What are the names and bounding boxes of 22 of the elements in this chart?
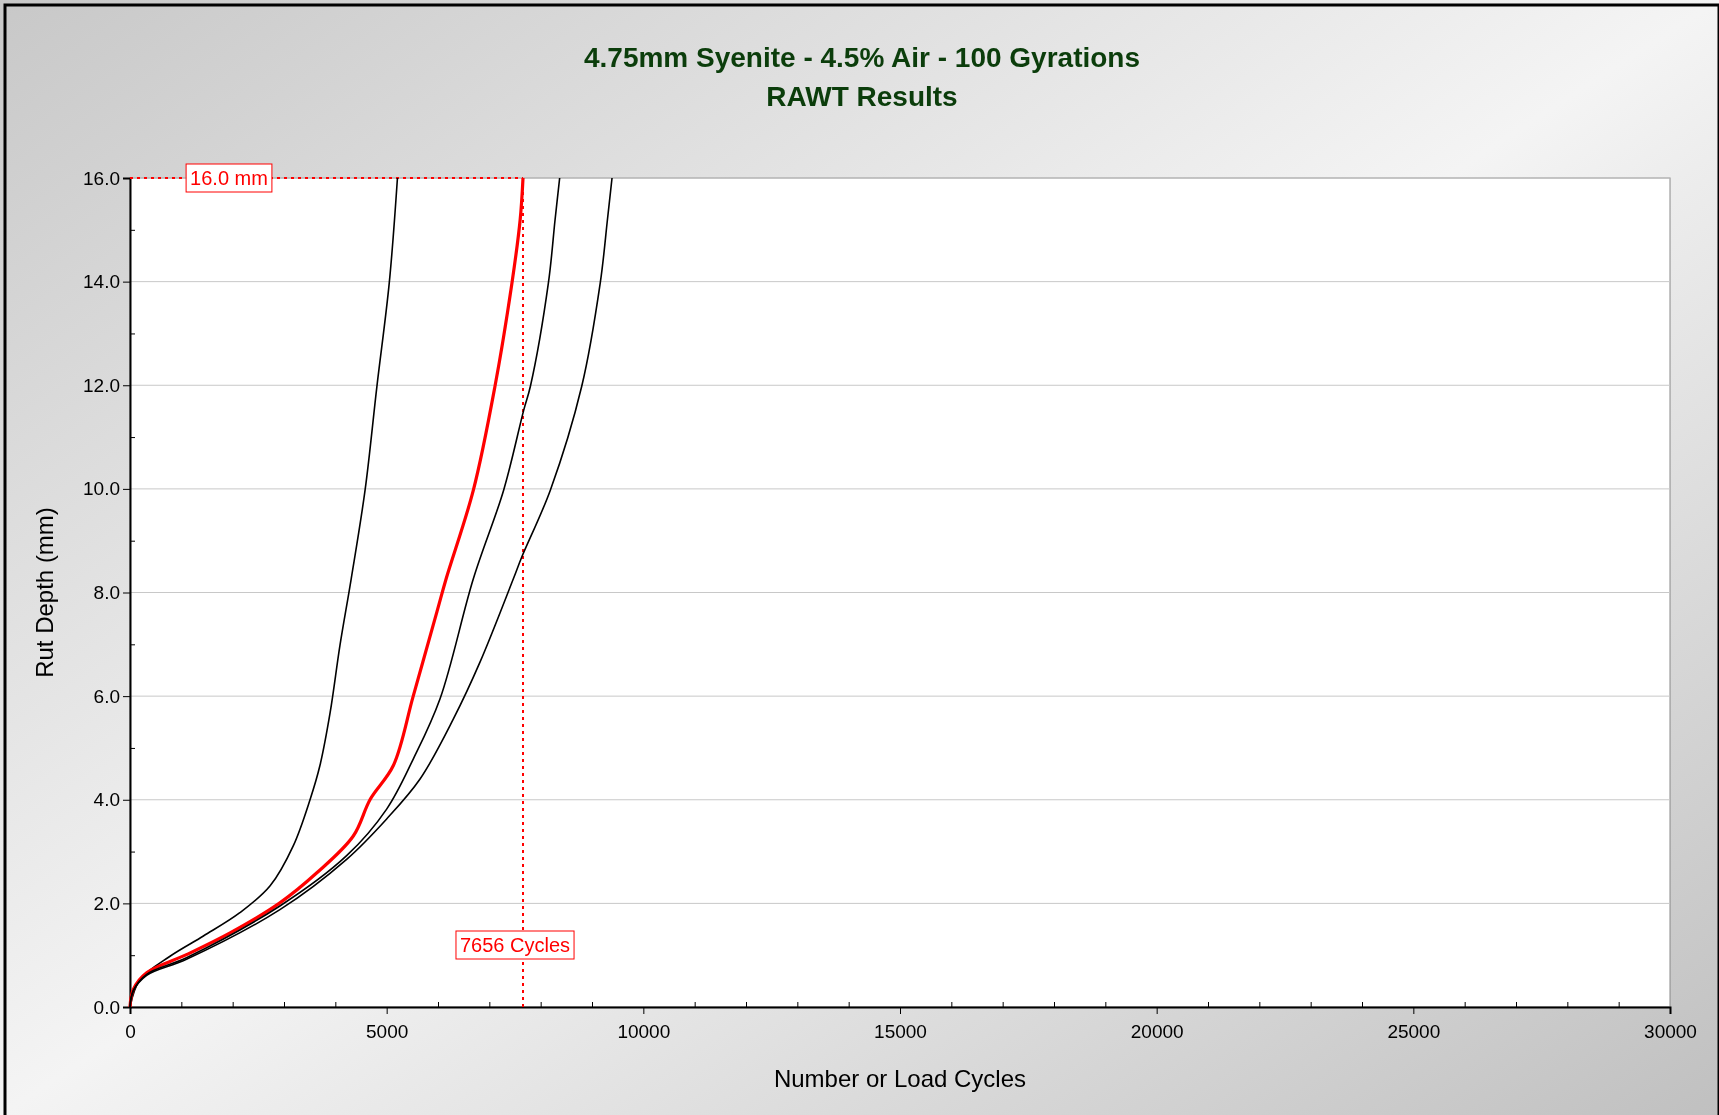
- y-tick-label: 6.0: [93, 685, 120, 707]
- y-tick-label: 8.0: [93, 582, 120, 604]
- y-axis-title: Rut Depth (mm): [31, 507, 58, 678]
- x-tick-label: 25000: [1387, 1020, 1441, 1042]
- x-tick-label: 10000: [617, 1020, 671, 1042]
- y-tick-label: 2.0: [93, 892, 120, 914]
- chart-title: 4.75mm Syenite - 4.5% Air - 100 Gyrations: [583, 42, 1141, 73]
- x-tick-label: 20000: [1130, 1020, 1184, 1042]
- x-tick-label: 30000: [1644, 1020, 1697, 1042]
- y-tick-label: 14.0: [83, 271, 120, 293]
- y-tick-label: 12.0: [83, 374, 120, 396]
- ref-line-label: 16.0 mm: [190, 167, 268, 189]
- ref-line-label: 7656 Cycles: [459, 934, 571, 956]
- x-tick-label: 15000: [874, 1020, 927, 1042]
- x-tick-label: 0: [125, 1020, 136, 1042]
- x-tick-label: 5000: [366, 1020, 409, 1042]
- y-tick-label: 4.0: [93, 789, 120, 811]
- x-axis-title: Number or Load Cycles: [773, 1065, 1027, 1092]
- y-tick-label: 0.0: [93, 996, 120, 1018]
- chart-subtitle: RAWT Results: [766, 81, 958, 112]
- y-tick-label: 16.0: [83, 167, 120, 189]
- y-tick-label: 10.0: [83, 478, 120, 500]
